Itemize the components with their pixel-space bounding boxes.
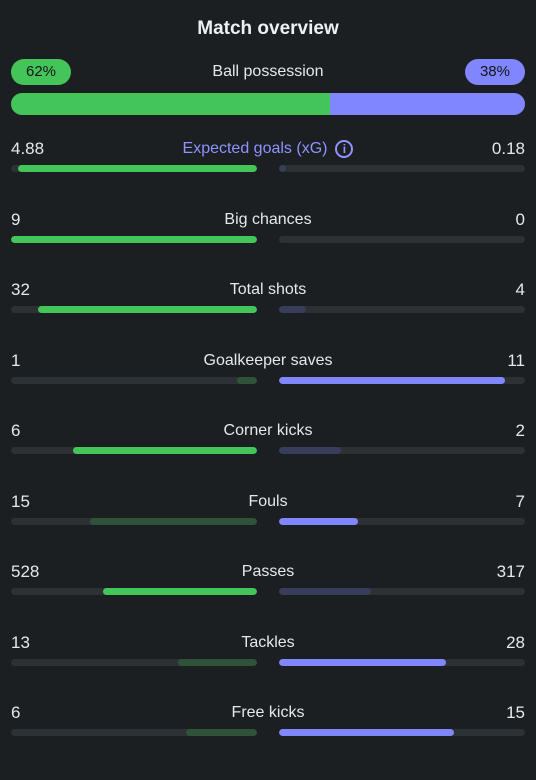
away-bar — [279, 517, 525, 525]
home-bar-fill — [18, 165, 257, 172]
home-value: 528 — [11, 562, 40, 581]
home-value: 6 — [11, 703, 21, 722]
possession-bar — [11, 93, 525, 115]
stat-label: Big chances — [224, 210, 312, 228]
home-possession-badge: 62% — [11, 59, 71, 85]
stat-label: Corner kicks — [223, 422, 313, 439]
away-bar — [279, 306, 525, 313]
home-bar — [11, 729, 257, 736]
info-icon[interactable]: i — [335, 140, 354, 158]
stat-label: Fouls — [248, 492, 288, 510]
away-bar — [279, 658, 525, 666]
home-value: 1 — [11, 350, 21, 370]
stat-label: Total shots — [229, 281, 307, 298]
home-value: 13 — [11, 632, 30, 652]
stat-label-text: Expected goals (xG) — [182, 140, 328, 157]
home-bar — [11, 306, 257, 313]
away-value: 317 — [496, 562, 525, 581]
away-bar — [279, 235, 525, 243]
home-bar-fill — [178, 658, 257, 666]
away-bar — [279, 729, 525, 736]
away-value: 15 — [506, 703, 525, 722]
away-bar-fill — [279, 447, 341, 454]
stat-label[interactable]: Expected goals (xG) i — [183, 140, 354, 158]
home-bar-fill — [11, 235, 257, 243]
away-bar-fill — [279, 658, 447, 666]
home-bar-fill — [72, 447, 257, 454]
stat-label: Passes — [241, 563, 295, 580]
away-value: 2 — [515, 421, 525, 440]
away-bar — [279, 165, 525, 172]
possession-bar-away — [329, 93, 525, 115]
stat-row: 528 Passes 317 — [11, 560, 525, 631]
away-value: 11 — [507, 350, 525, 370]
away-possession-badge: 38% — [464, 59, 525, 85]
possession-bar-home — [11, 93, 330, 115]
home-bar — [11, 658, 257, 666]
possession-label: Ball possession — [212, 63, 324, 80]
stat-label: Goalkeeper saves — [203, 351, 333, 369]
away-bar — [279, 588, 525, 595]
away-value: 0.18 — [491, 139, 525, 158]
home-value: 15 — [11, 491, 30, 511]
home-bar-fill — [89, 517, 257, 525]
home-bar — [11, 376, 257, 384]
home-bar — [11, 517, 257, 525]
away-bar-fill — [279, 165, 287, 172]
away-bar-fill — [279, 729, 454, 736]
away-bar — [279, 376, 525, 384]
away-bar-fill — [279, 306, 307, 313]
away-bar-fill — [279, 588, 372, 595]
stat-row: 1 Goalkeeper saves 11 — [11, 349, 525, 420]
stat-row: 32 Total shots 4 — [11, 278, 525, 349]
home-bar-fill — [103, 588, 257, 595]
away-value: 4 — [515, 280, 525, 299]
stat-label: Tackles — [241, 633, 295, 651]
stat-row: 9 Big chances 0 — [11, 208, 525, 279]
home-bar — [11, 447, 257, 454]
home-bar-fill — [38, 306, 257, 313]
home-value: 6 — [11, 421, 21, 440]
home-value: 9 — [11, 209, 21, 229]
home-bar — [11, 165, 257, 172]
away-value: 7 — [515, 491, 525, 511]
home-value: 4.88 — [11, 139, 45, 158]
stat-row: 6 Corner kicks 2 — [11, 419, 525, 490]
away-value: 0 — [515, 209, 525, 229]
stat-label: Free kicks — [231, 704, 305, 721]
home-bar — [11, 588, 257, 595]
stats-list: 4.88 Expected goals (xG) i 0.18 9 Big ch… — [11, 137, 525, 772]
away-bar-fill — [279, 376, 506, 384]
away-value: 28 — [506, 632, 525, 652]
stat-row: 13 Tackles 28 — [11, 631, 525, 702]
home-bar-fill — [185, 729, 257, 736]
away-bar-fill — [279, 517, 358, 525]
stat-row: 6 Free kicks 15 — [11, 701, 525, 772]
home-bar — [11, 235, 257, 243]
stat-row: 4.88 Expected goals (xG) i 0.18 — [11, 137, 525, 208]
home-value: 32 — [11, 280, 30, 299]
page-title: Match overview — [197, 18, 339, 39]
ball-possession: 62% Ball possession 38% — [11, 59, 525, 119]
stat-row: 15 Fouls 7 — [11, 490, 525, 561]
away-bar — [279, 447, 525, 454]
home-bar-fill — [237, 376, 257, 384]
